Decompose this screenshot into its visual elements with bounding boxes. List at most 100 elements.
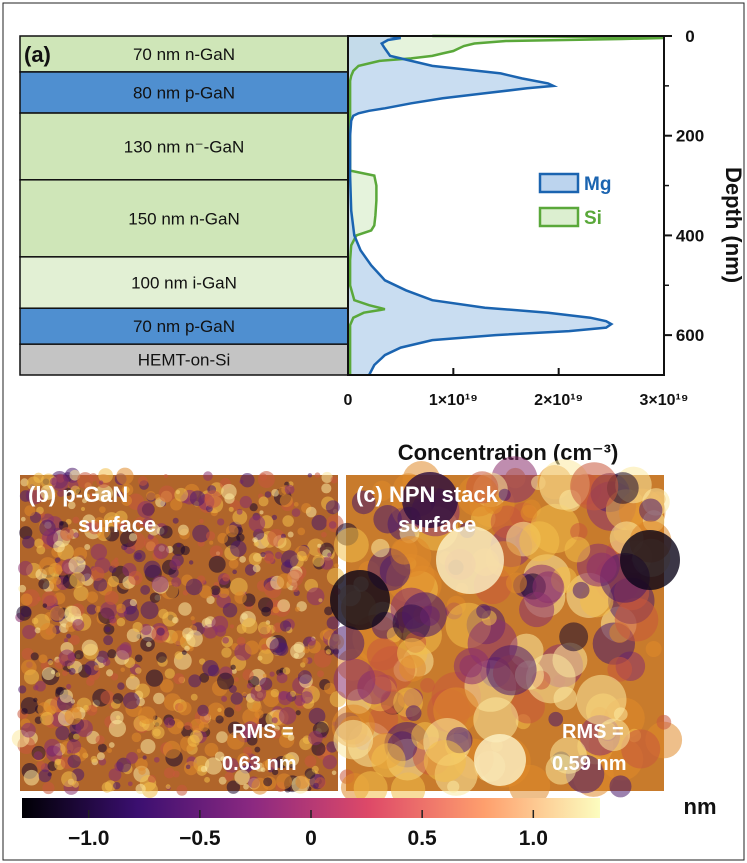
afm-blob xyxy=(48,660,53,666)
afm-blob xyxy=(476,603,491,619)
afm-blob xyxy=(329,625,365,661)
afm-blob xyxy=(127,781,133,787)
afm-blob xyxy=(84,493,91,500)
afm-blob xyxy=(41,667,55,681)
afm-blob xyxy=(90,566,105,582)
afm-blob xyxy=(23,669,40,685)
afm-blob xyxy=(176,721,184,729)
afm-blob xyxy=(138,706,156,725)
afm-blob xyxy=(214,625,227,637)
afm-blob xyxy=(259,510,264,515)
afm-blob xyxy=(24,505,36,517)
afm-blob xyxy=(108,742,115,748)
afm-blob xyxy=(169,558,181,571)
afm-blob xyxy=(192,524,210,543)
afm-blob xyxy=(58,649,76,667)
afm-blob xyxy=(244,640,260,655)
afm-blob xyxy=(559,622,589,652)
afm-blob xyxy=(184,721,193,731)
afm-blob xyxy=(34,627,41,634)
afm-blob xyxy=(199,518,204,524)
afm-blob xyxy=(614,597,659,642)
afm-blob xyxy=(110,673,119,681)
afm-blob xyxy=(170,498,183,511)
afm-blob xyxy=(94,605,102,613)
afm-blob xyxy=(322,754,337,770)
afm-blob xyxy=(293,641,305,653)
afm-blob xyxy=(278,486,287,496)
afm-blob xyxy=(519,521,560,562)
afm-blob xyxy=(323,682,336,695)
afm-blob xyxy=(82,498,88,504)
afm-blob xyxy=(287,734,295,741)
y-tick-label-3: 600 xyxy=(676,326,704,345)
panel-a-label: (a) xyxy=(24,42,51,67)
afm-blob xyxy=(203,471,213,481)
afm-blob xyxy=(325,500,340,515)
afm-blob xyxy=(260,551,266,558)
afm-blob xyxy=(77,472,94,489)
afm-blob xyxy=(142,755,147,760)
afm-blob xyxy=(269,671,275,677)
afm-blob xyxy=(390,538,418,565)
afm-blob xyxy=(228,558,239,569)
afm-blob xyxy=(548,711,564,727)
afm-blob xyxy=(55,686,64,696)
afm-blob xyxy=(116,491,123,497)
colorbar-tick-label-1: −0.5 xyxy=(179,827,221,850)
afm-blob xyxy=(156,627,165,636)
afm-blob xyxy=(295,710,301,716)
afm-blob xyxy=(226,731,245,750)
afm-blob xyxy=(276,573,292,589)
afm-blob xyxy=(164,717,175,728)
y-axis-title: Depth (nm) xyxy=(721,167,746,283)
afm-blob xyxy=(260,767,266,773)
afm-blob xyxy=(304,755,317,768)
layer-1 xyxy=(19,71,349,114)
afm-blob xyxy=(312,554,325,567)
afm-blob xyxy=(215,715,224,724)
afm-blob xyxy=(308,730,323,746)
afm-blob xyxy=(18,584,27,593)
afm-blob xyxy=(209,545,223,559)
afm-blob xyxy=(146,490,156,501)
afm-blob xyxy=(95,484,114,503)
afm-blob xyxy=(498,488,511,501)
afm-blob xyxy=(272,768,279,776)
afm-blob xyxy=(108,719,127,738)
afm-blob xyxy=(100,601,118,619)
layer-label-4: 100 nm i-GaN xyxy=(131,274,237,293)
afm-blob xyxy=(258,496,269,507)
afm-blob xyxy=(80,506,86,512)
layer-6 xyxy=(19,343,349,376)
afm-blob xyxy=(317,670,325,678)
afm-blob xyxy=(52,576,62,585)
afm-blob xyxy=(311,514,328,531)
afm-blob xyxy=(293,502,299,507)
afm-blob xyxy=(284,484,295,495)
afm-blob xyxy=(292,585,299,593)
layer-label-3: 150 nm n-GaN xyxy=(128,209,240,228)
afm-blob xyxy=(160,679,174,693)
layer-label-1: 80 nm p-GaN xyxy=(133,84,235,103)
afm-blob xyxy=(151,726,165,739)
afm-blob xyxy=(153,692,165,705)
afm-blob xyxy=(73,733,80,740)
afm-blob xyxy=(20,593,33,606)
colorbar-tick-label-3: 0.5 xyxy=(408,827,438,850)
afm-blob xyxy=(326,616,340,630)
afm-blob xyxy=(243,783,249,790)
afm-blob xyxy=(163,767,175,779)
afm-blob xyxy=(176,784,188,796)
afm-blob xyxy=(96,752,105,761)
afm-blob xyxy=(221,483,237,500)
afm-blob xyxy=(243,746,253,756)
afm-blob xyxy=(121,495,132,506)
afm-blob xyxy=(19,490,32,502)
afm-blob xyxy=(271,489,280,497)
afm-blob xyxy=(226,780,241,794)
afm-blob xyxy=(276,773,293,790)
afm-blob xyxy=(466,471,499,504)
afm-blob xyxy=(486,645,537,696)
afm-blob xyxy=(177,701,192,716)
